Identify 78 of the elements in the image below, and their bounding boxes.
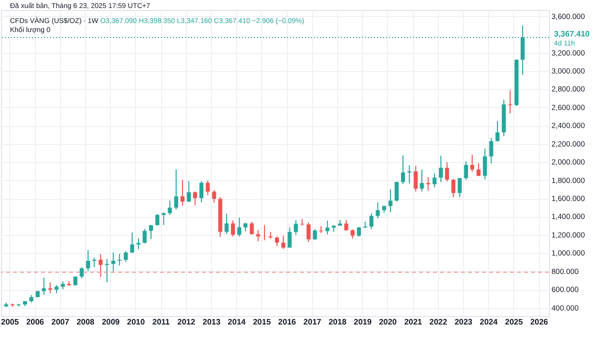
x-tick-label: 2013 [202, 318, 221, 326]
candlestick [274, 236, 279, 247]
x-tick-label: 2006 [26, 318, 45, 326]
candlestick [306, 222, 311, 242]
candlestick [162, 212, 166, 226]
candlestick [155, 213, 160, 226]
x-tick-label: 2025 [505, 318, 524, 326]
candlestick [458, 177, 462, 198]
x-tick-label: 2005 [1, 318, 20, 326]
candlestick [294, 220, 298, 236]
candlestick [230, 220, 235, 238]
candlestick [350, 228, 355, 240]
candlestick [401, 154, 406, 185]
x-tick-label: 2014 [228, 318, 246, 326]
candlestick [451, 178, 456, 198]
candlestick [445, 162, 450, 182]
x-tick-label: 2007 [51, 318, 70, 326]
x-tick-label: 2024 [480, 318, 498, 326]
candlestick [369, 212, 374, 230]
candlestick [388, 188, 392, 213]
candlestick [288, 226, 292, 248]
candlestick [489, 137, 494, 164]
candlestick [186, 180, 191, 202]
candlestick [420, 169, 424, 192]
x-tick-label: 2008 [76, 318, 95, 326]
x-tick-label: 2018 [328, 318, 347, 326]
candlestick [344, 219, 348, 232]
candlestick [193, 190, 198, 206]
x-tick-label: 2016 [278, 318, 297, 326]
candlestick [356, 226, 361, 238]
x-tick-label: 2023 [454, 318, 473, 326]
x-tick-label: 2026 [530, 318, 549, 326]
candlestick [174, 168, 178, 210]
candlestick [111, 252, 116, 272]
x-tick-label: 2022 [429, 318, 448, 326]
x-tick-label: 2011 [152, 318, 170, 326]
candlestick [281, 235, 286, 250]
candlestick [130, 232, 134, 254]
candlestick [470, 154, 474, 172]
candlestick [256, 229, 260, 242]
candlestick [104, 258, 109, 283]
candlestick [325, 220, 330, 235]
candlestick [464, 160, 468, 180]
candlestick [212, 190, 216, 204]
x-tick-label: 2021 [404, 318, 423, 326]
candlestick [92, 257, 96, 268]
candlestick [180, 180, 185, 206]
candlestick [142, 228, 147, 244]
candlestick [394, 180, 399, 202]
candlestick [250, 221, 254, 235]
candlestick [414, 165, 418, 192]
x-tick-label: 2019 [354, 318, 372, 326]
candlestick [206, 180, 210, 196]
candlestick [407, 164, 412, 184]
x-tick-label: 2015 [252, 318, 272, 326]
candlestick [148, 224, 153, 240]
candlestick [237, 216, 242, 238]
candlestick [224, 213, 229, 235]
candlestick [136, 238, 140, 250]
candlestick [80, 266, 84, 279]
x-tick-label: 2010 [126, 318, 146, 326]
candlestick [476, 162, 481, 177]
candlestick [124, 250, 128, 262]
x-tick-label: 2017 [303, 318, 322, 326]
candlestick [86, 250, 90, 272]
candlestick [495, 120, 500, 142]
candlestick [168, 200, 172, 216]
x-tick-label: 2020 [378, 318, 398, 326]
x-tick-label: 2009 [102, 318, 120, 326]
candlestick [312, 228, 317, 240]
candlestick [438, 155, 443, 183]
candlestick [98, 254, 103, 278]
x-tick-label: 2012 [177, 318, 196, 326]
ref-line-label: 3,367.410 [554, 30, 590, 39]
candlestick [432, 172, 437, 188]
candlestick [199, 180, 204, 203]
candlestick [376, 202, 380, 219]
candlestick [482, 148, 487, 180]
